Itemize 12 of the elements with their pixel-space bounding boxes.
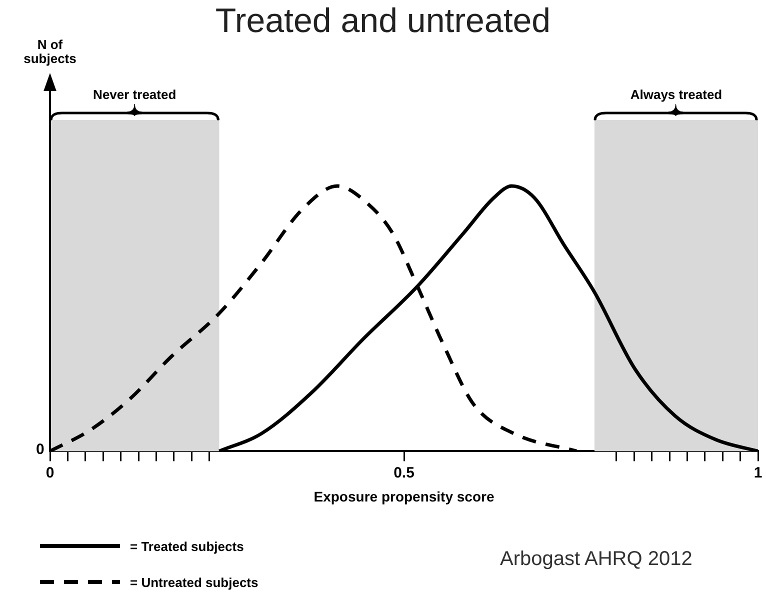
x-tick-label: 1 — [754, 464, 762, 482]
band-label: Always treated — [630, 87, 722, 102]
text: 0 — [36, 441, 44, 458]
band-label: Never treated — [93, 87, 176, 102]
legend-label: = Untreated subjects — [130, 574, 258, 590]
text: N of subjects — [22, 37, 78, 66]
text: Arbogast AHRQ 2012 — [500, 548, 692, 571]
x-axis-title: Exposure propensity score — [314, 488, 494, 504]
x-tick-label: 0.5 — [394, 464, 414, 482]
chart-title: Treated and untreated — [215, 2, 551, 40]
x-tick-label: 0 — [46, 464, 54, 482]
legend-label: = Treated subjects — [130, 538, 244, 554]
